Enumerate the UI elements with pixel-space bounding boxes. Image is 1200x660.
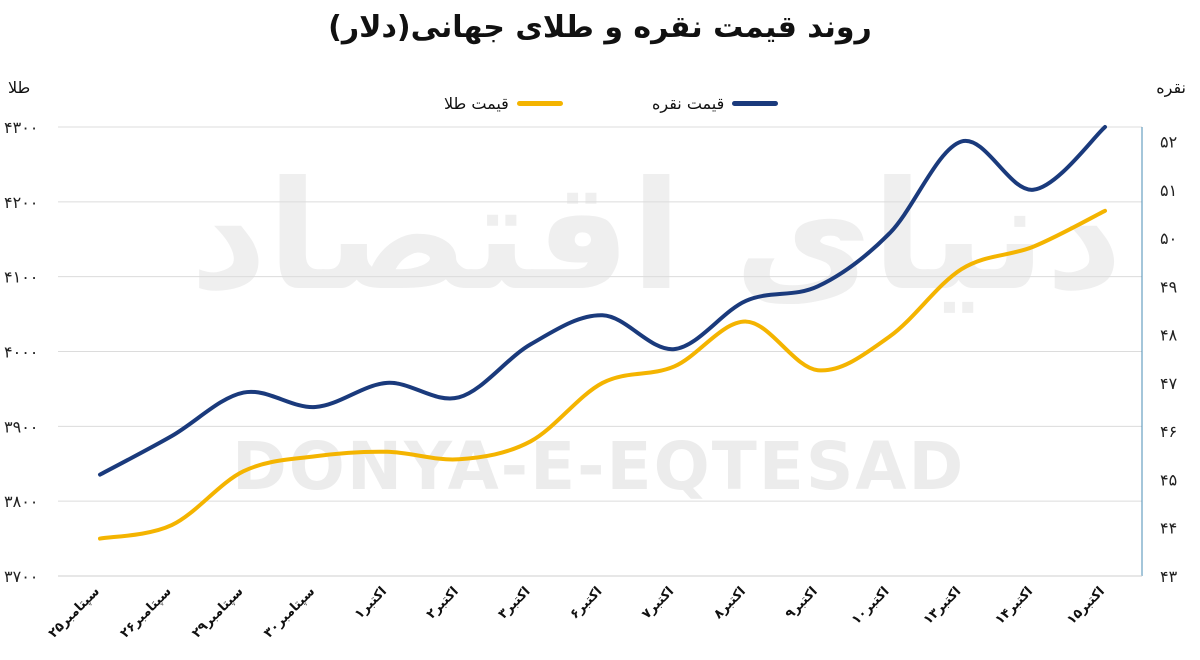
legend-item-gold: قیمت طلا [444, 94, 563, 113]
x-tick-label: ۱۵اکتبر [1064, 584, 1108, 628]
legend-label-gold: قیمت طلا [444, 94, 509, 113]
right-tick-label: ۴۵ [1160, 470, 1177, 489]
right-tick-label: ۵۲ [1160, 132, 1177, 151]
watermark-latin: DONYA-E-EQTESAD [232, 428, 966, 505]
grid-lines [58, 126, 1142, 577]
series-lines [98, 125, 1107, 541]
left-axis-ticks: ۳۷۰۰ ۳۸۰۰ ۳۹۰۰ ۴۰۰۰ ۴۱۰۰ ۴۲۰۰ ۴۳۰۰ [4, 118, 38, 586]
left-tick-label: ۴۰۰۰ [4, 343, 38, 362]
x-tick-label: ۳۰سپتامبر [261, 584, 318, 641]
right-axis-label: نقره [1156, 78, 1186, 97]
x-tick-label: ۳اکتبر [496, 584, 534, 622]
right-tick-label: ۴۳ [1160, 567, 1178, 586]
legend-swatch-silver [732, 101, 779, 106]
right-tick-label: ۴۹ [1160, 277, 1177, 296]
right-tick-label: ۴۶ [1160, 422, 1177, 441]
x-tick-label: ۱۴اکتبر [992, 584, 1036, 628]
right-tick-label: ۵۱ [1160, 181, 1177, 200]
series-line-silver [98, 125, 1107, 477]
x-tick-label: ۲۹سپتامبر [189, 584, 246, 641]
left-tick-label: ۴۲۰۰ [4, 193, 38, 212]
watermark-persian: دنیای اقتصاد [190, 150, 1123, 324]
x-tick-label: ۶اکتبر [567, 584, 605, 622]
right-tick-label: ۴۸ [1160, 326, 1178, 345]
series-line-gold [98, 208, 1107, 541]
left-axis-label: طلا [8, 78, 31, 97]
left-tick-label: ۳۹۰۰ [4, 417, 38, 436]
chart-title: روند قیمت نقره و طلای جهانی(دلار) [328, 10, 872, 45]
legend-label-silver: قیمت نقره [652, 94, 725, 113]
axes [58, 127, 1143, 577]
legend-swatch-gold [516, 101, 563, 106]
legend-item-silver: قیمت نقره [652, 94, 779, 113]
x-tick-label: ۲۵سپتامبر [46, 584, 103, 641]
x-tick-label: ۷اکتبر [639, 584, 677, 622]
right-tick-label: ۴۷ [1160, 374, 1178, 393]
left-tick-label: ۴۱۰۰ [4, 268, 38, 287]
right-tick-label: ۴۴ [1160, 519, 1177, 538]
x-tick-label: ۱۰اکتبر [849, 584, 893, 628]
x-tick-label: ۲۶سپتامبر [118, 584, 175, 641]
right-tick-label: ۵۰ [1160, 229, 1177, 248]
left-tick-label: ۴۳۰۰ [4, 118, 38, 137]
left-tick-label: ۳۸۰۰ [4, 492, 38, 511]
x-tick-label: ۱۳اکتبر [921, 584, 965, 628]
right-axis-ticks: ۴۳ ۴۴ ۴۵ ۴۶ ۴۷ ۴۸ ۴۹ ۵۰ ۵۱ ۵۲ [1160, 132, 1178, 586]
x-tick-label: ۸اکتبر [711, 584, 749, 622]
x-tick-label: ۹اکتبر [783, 584, 821, 622]
x-tick-label: ۲اکتبر [424, 584, 462, 622]
left-tick-label: ۳۷۰۰ [4, 567, 38, 586]
x-tick-label: ۱اکتبر [352, 584, 390, 622]
